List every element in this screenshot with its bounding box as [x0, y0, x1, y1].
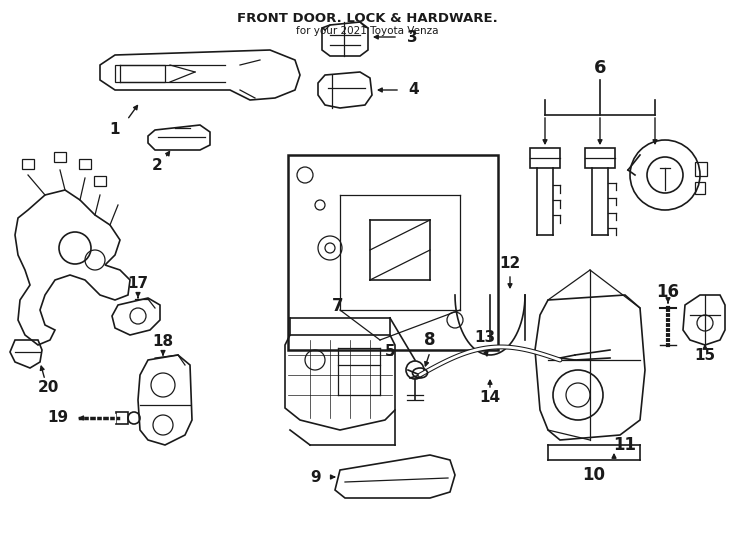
Bar	[54, 152, 66, 162]
Text: 8: 8	[424, 331, 436, 349]
Text: 6: 6	[594, 59, 606, 77]
Text: 5: 5	[385, 345, 396, 360]
Bar	[79, 159, 91, 169]
Bar	[695, 182, 705, 194]
Text: 14: 14	[479, 390, 501, 406]
Text: 1: 1	[110, 123, 120, 138]
Text: 15: 15	[694, 348, 716, 363]
Text: 7: 7	[333, 297, 344, 315]
Text: 20: 20	[37, 381, 59, 395]
Bar	[94, 176, 106, 186]
Text: 9: 9	[310, 469, 321, 484]
Bar	[288, 155, 498, 350]
Text: for your 2021 Toyota Venza: for your 2021 Toyota Venza	[296, 26, 438, 36]
Text: 12: 12	[499, 256, 520, 272]
Text: 17: 17	[128, 276, 148, 292]
Text: 13: 13	[474, 330, 495, 346]
Text: FRONT DOOR. LOCK & HARDWARE.: FRONT DOOR. LOCK & HARDWARE.	[236, 12, 498, 25]
Bar	[116, 412, 128, 424]
Bar	[530, 148, 560, 168]
Text: 16: 16	[656, 283, 680, 301]
Text: 3: 3	[407, 30, 418, 44]
Text: 10: 10	[583, 466, 606, 484]
Bar	[695, 162, 707, 176]
Text: 2: 2	[152, 158, 162, 172]
Text: 4: 4	[409, 83, 419, 98]
Bar	[22, 159, 34, 169]
Text: 19: 19	[48, 410, 68, 426]
Text: 18: 18	[153, 334, 173, 349]
Bar	[585, 148, 615, 168]
Text: 11: 11	[614, 436, 636, 454]
